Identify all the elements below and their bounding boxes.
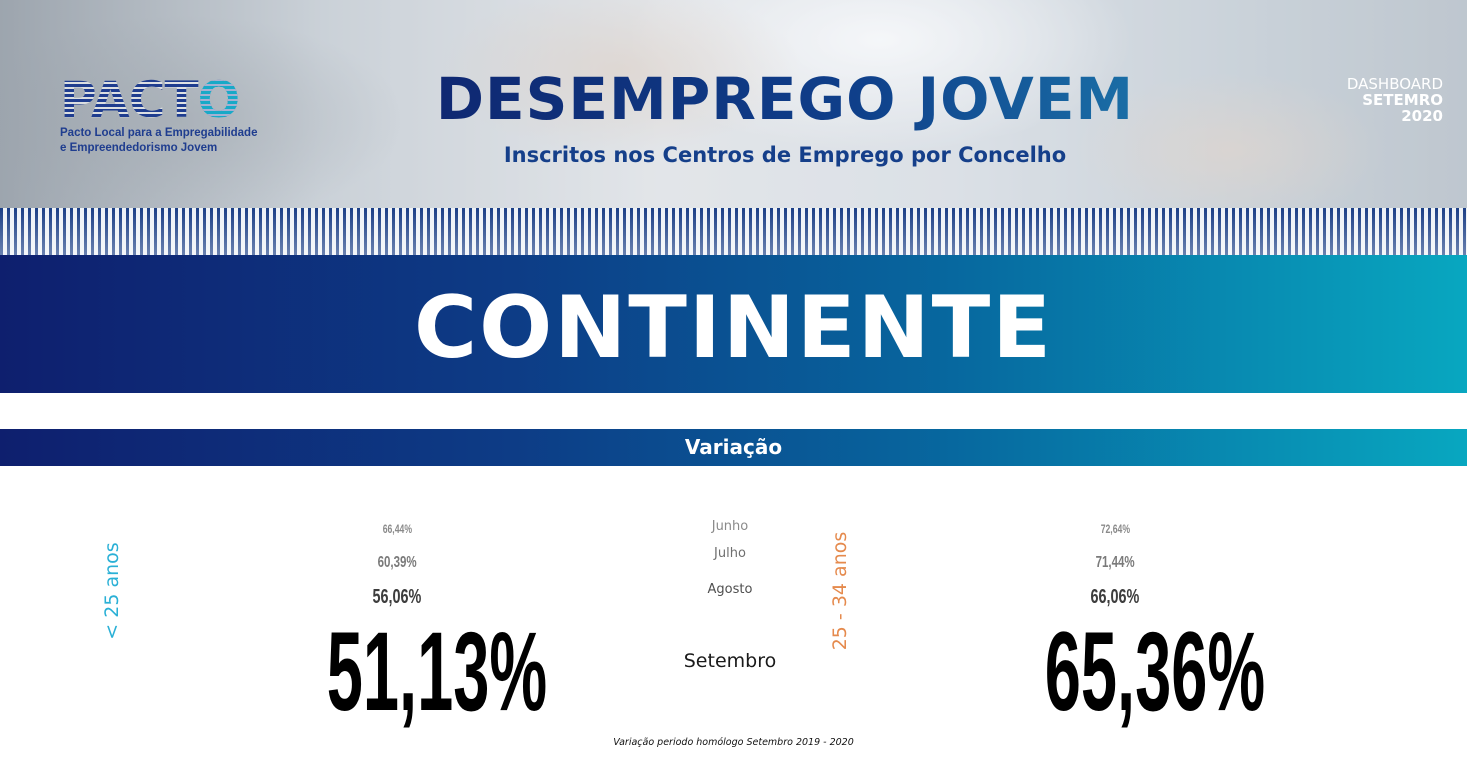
month-label-julho: Julho — [714, 546, 746, 561]
under-25-junho-value: 66,44% — [382, 522, 412, 536]
under-25-setembro-value: 51,13% — [326, 609, 548, 734]
age-25-34-julho-value: 71,44% — [1095, 554, 1135, 571]
age-25-34-setembro-value: 65,36% — [1044, 609, 1266, 734]
age-25-34-agosto-value: 66,06% — [1090, 586, 1140, 608]
section-header: Variação — [0, 429, 1467, 466]
month-label-setembro: Setembro — [683, 650, 777, 672]
region-name: CONTINENTE — [414, 278, 1053, 378]
pacto-logo: PACTO Pacto Local para a Empregabilidade… — [60, 74, 300, 156]
dashboard-period: DASHBOARD SETEMRO 2020 — [1347, 76, 1443, 124]
dashboard-label: DASHBOARD — [1346, 75, 1443, 93]
age-group-label-under-25: < 25 anos — [101, 542, 123, 640]
month-label-junho: Junho — [711, 519, 749, 534]
section-title: Variação — [684, 435, 783, 459]
logo-tagline-line2: e Empreendedorismo Jovem — [60, 142, 218, 154]
logo-wordmark: PACTO — [60, 74, 300, 126]
month-label-agosto: Agosto — [707, 582, 753, 597]
logo-tagline-line1: Pacto Local para a Empregabilidade — [60, 127, 258, 139]
page-subtitle: Inscritos nos Centros de Emprego por Con… — [503, 143, 1067, 167]
header-stripes-decoration — [0, 208, 1467, 255]
dashboard-month: SETEMRO — [1362, 91, 1443, 109]
region-banner: CONTINENTE — [0, 255, 1467, 393]
footnote: Variação periodo homólogo Setembro 2019 … — [613, 737, 854, 748]
dashboard-year: 2020 — [1401, 107, 1443, 125]
header-background-image — [0, 0, 1467, 208]
page-title: DESEMPREGO JOVEM — [435, 65, 1135, 133]
age-25-34-junho-value: 72,64% — [1100, 522, 1130, 536]
under-25-julho-value: 60,39% — [377, 554, 417, 571]
under-25-agosto-value: 56,06% — [372, 586, 422, 608]
age-group-label-25-34: 25 - 34 anos — [829, 531, 851, 651]
